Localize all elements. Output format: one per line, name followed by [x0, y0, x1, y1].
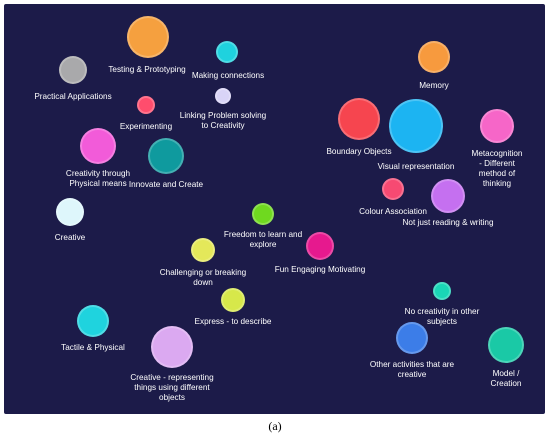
- label-colour-association: Colour Association: [359, 207, 427, 216]
- bubble-other-activities-creative: [396, 322, 428, 354]
- label-making-connections: Making connections: [191, 71, 265, 80]
- bubble-no-creativity-other-subjects: [433, 282, 451, 300]
- label-freedom-to-learn: Freedom to learn and explore: [223, 230, 303, 249]
- label-testing-prototyping: Testing & Prototyping: [108, 65, 186, 74]
- label-fun-engaging-motivating: Fun Engaging Motivating: [274, 265, 366, 274]
- bubble-linking-problem-solving: [215, 88, 231, 104]
- label-not-just-reading-writing: Not just reading & writing: [402, 218, 494, 227]
- label-memory: Memory: [419, 81, 449, 90]
- bubble-testing-prototyping: [127, 16, 169, 58]
- bubble-memory: [418, 41, 450, 73]
- bubble-creative-representing: [151, 326, 193, 368]
- figure-caption: (a): [268, 419, 282, 433]
- label-model-creation: Model / Creation: [490, 369, 522, 388]
- bubble-challenging-breaking-down: [191, 238, 215, 262]
- bubble-model-creation: [488, 327, 524, 363]
- bubble-boundary-objects: [338, 98, 380, 140]
- bubble-tactile-physical: [77, 305, 109, 337]
- label-linking-problem-solving: Linking Problem solving to Creativity: [179, 111, 267, 130]
- label-no-creativity-other-subjects: No creativity in other subjects: [404, 307, 480, 326]
- label-innovate-create: Innovate and Create: [128, 180, 204, 189]
- bubble-fun-engaging-motivating: [306, 232, 334, 260]
- bubble-experimenting: [137, 96, 155, 114]
- label-creative: Creative: [54, 233, 86, 242]
- bubble-colour-association: [382, 178, 404, 200]
- bubble-metacognition: [480, 109, 514, 143]
- bubble-making-connections: [216, 41, 238, 63]
- label-other-activities-creative: Other activities that are creative: [369, 360, 455, 379]
- bubble-express-describe: [221, 288, 245, 312]
- bubble-creative: [56, 198, 84, 226]
- label-creative-representing: Creative - representing things using dif…: [130, 373, 214, 402]
- bubble-visual-representation: [389, 99, 443, 153]
- label-challenging-breaking-down: Challenging or breaking down: [159, 268, 247, 287]
- label-experimenting: Experimenting: [119, 122, 173, 131]
- bubble-innovate-create: [148, 138, 184, 174]
- label-metacognition: Metacognition - Different method of thin…: [471, 149, 523, 188]
- label-creativity-physical-means: Creativity through Physical means: [65, 169, 131, 188]
- bubble-practical-applications: [59, 56, 87, 84]
- bubble-diagram-canvas: Testing & Prototyping Making connections P…: [4, 4, 545, 414]
- label-practical-applications: Practical Applications: [34, 92, 112, 101]
- label-tactile-physical: Tactile & Physical: [61, 343, 125, 352]
- bubble-creativity-physical-means: [80, 128, 116, 164]
- bubble-not-just-reading-writing: [431, 179, 465, 213]
- label-boundary-objects: Boundary Objects: [326, 147, 392, 156]
- label-express-describe: Express - to describe: [194, 317, 272, 326]
- bubble-freedom-to-learn: [252, 203, 274, 225]
- label-visual-representation: Visual representation: [377, 162, 455, 171]
